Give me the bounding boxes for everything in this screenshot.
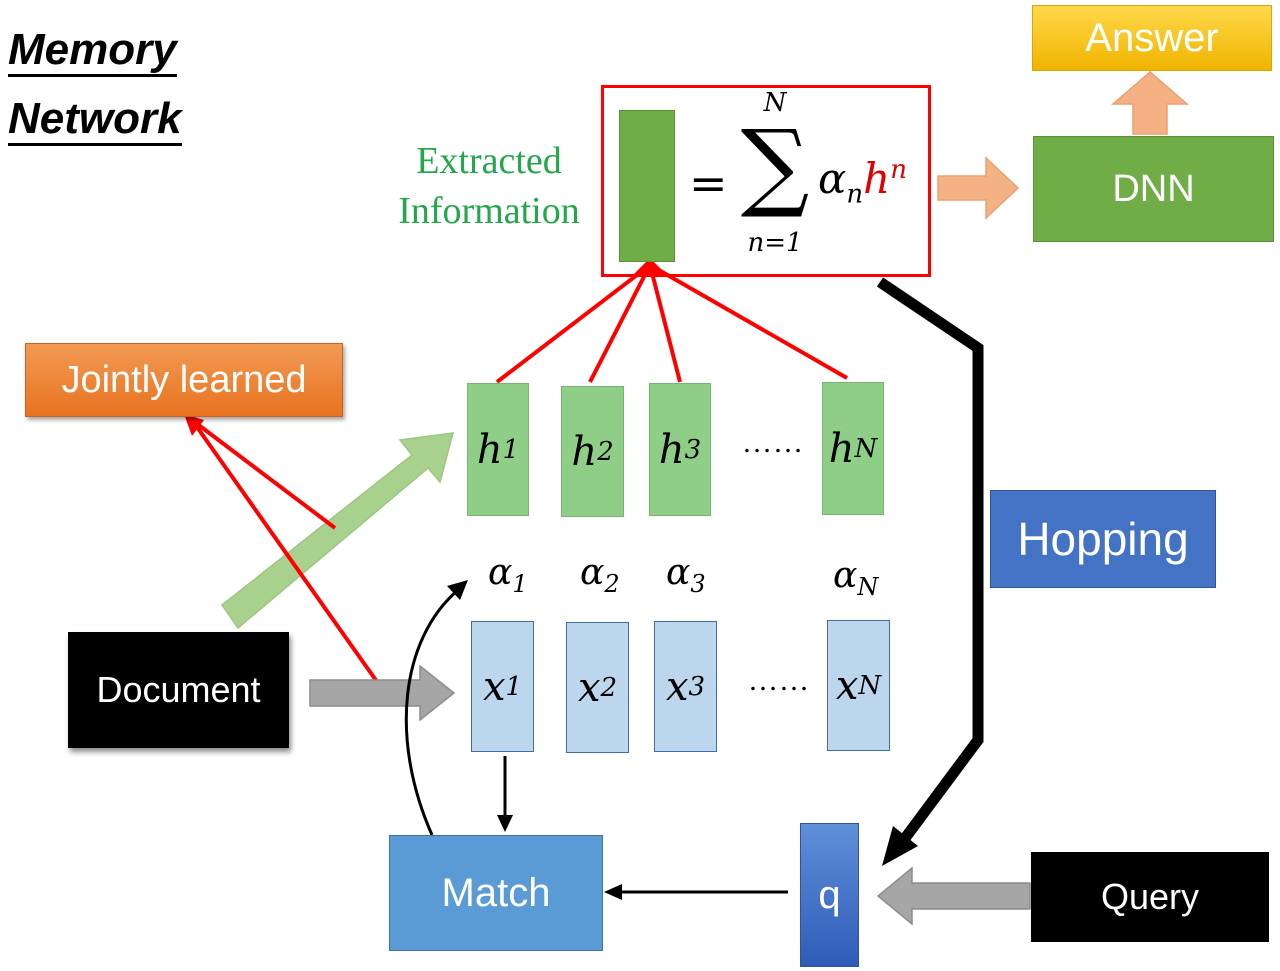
info-to-dnn-arrow: [937, 156, 1020, 220]
x1-base: x: [482, 663, 506, 710]
xN-sup: N: [858, 670, 882, 701]
hopping-box: Hopping: [990, 490, 1216, 588]
answer-box: Answer: [1032, 5, 1272, 71]
summation-symbol: ∑: [740, 109, 810, 221]
jointly-learned-box: Jointly learned: [25, 343, 343, 417]
alpha-1: α1: [488, 552, 528, 598]
hopping-path: [876, 277, 984, 849]
dnn-box: DNN: [1033, 136, 1274, 242]
alpha-2: α2: [580, 552, 620, 598]
extracted-label-line-1: Extracted: [416, 140, 562, 182]
alpha-3-base: α: [666, 552, 691, 593]
x2-base: x: [577, 664, 601, 711]
match-to-alpha-curve: [404, 588, 459, 836]
jointly-learned-lines: [190, 418, 382, 688]
xN-base: x: [835, 662, 859, 709]
equals-sign: =: [689, 156, 728, 210]
hN-sup: N: [854, 433, 878, 464]
sum-upper-limit: N: [763, 88, 787, 118]
extracted-information-label: Extracted Information: [386, 136, 592, 236]
document-box: Document: [68, 632, 289, 748]
h-superscript: n: [890, 155, 907, 185]
h-ellipsis: ……: [742, 426, 804, 459]
alpha-1-sub: 1: [512, 570, 528, 599]
x2-sup: 2: [600, 672, 618, 703]
hN-base: h: [828, 425, 855, 472]
document-to-input-arrow: [309, 664, 456, 722]
x1-to-match-arrowhead: [497, 815, 513, 832]
x3-base: x: [665, 663, 689, 710]
x3-sup: 3: [688, 671, 706, 702]
query-box: Query: [1031, 852, 1269, 942]
title-line-1: Memory: [8, 26, 177, 77]
sum-lower-text: n=1: [747, 228, 803, 258]
q-to-match-arrowhead: [604, 884, 622, 900]
h1-base: h: [476, 426, 503, 473]
h1-sup: 1: [502, 434, 520, 465]
match-box: Match: [389, 835, 603, 951]
hopping-arrowhead: [882, 826, 918, 866]
attention-arrowhead: [632, 258, 668, 276]
alpha-N-sub: N: [857, 573, 879, 602]
extracted-label-line-2: Information: [398, 190, 580, 232]
h-symbol: h: [863, 154, 891, 203]
extracted-info-vector: [619, 110, 675, 262]
h2-sup: 2: [597, 436, 614, 467]
match-to-alpha-arrowhead: [447, 580, 468, 600]
alpha-1-base: α: [488, 552, 513, 593]
query-to-q-arrow: [876, 866, 1031, 926]
attention-lines: [495, 263, 848, 384]
dnn-to-answer-arrow: [1110, 71, 1190, 135]
h2-base: h: [571, 428, 598, 475]
title-line-2: Network: [8, 95, 182, 146]
h3-sup: 3: [684, 434, 702, 465]
alpha-h-term: αnhn: [818, 154, 907, 209]
alpha-symbol: α: [818, 154, 847, 203]
document-to-memory-arrow: [220, 432, 455, 630]
alpha-subscript: n: [846, 179, 864, 210]
x1-sup: 1: [505, 671, 523, 702]
h3-base: h: [658, 426, 685, 473]
jointly-learned-arrowhead: [184, 414, 204, 436]
alpha-2-sub: 2: [604, 570, 620, 599]
q-vector: q: [800, 823, 859, 967]
x-ellipsis: ……: [748, 664, 810, 697]
alpha-2-base: α: [580, 552, 605, 593]
alpha-3: α3: [666, 552, 706, 598]
alpha-3-sub: 3: [690, 570, 706, 599]
sum-lower-limit: n=1: [733, 228, 817, 258]
alpha-N: αN: [833, 555, 878, 601]
alpha-N-base: α: [833, 555, 858, 596]
equation-box: = N ∑ n=1 αnhn: [601, 85, 931, 277]
